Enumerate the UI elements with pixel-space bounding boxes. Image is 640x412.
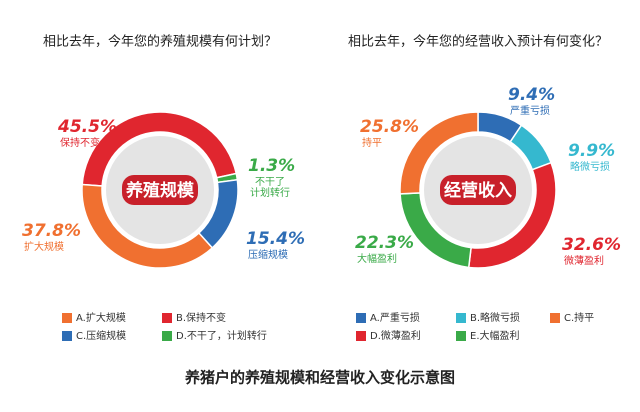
legend-label: C.持平 — [564, 311, 594, 324]
value-label: 1.3% — [248, 156, 296, 176]
legend-swatch — [456, 313, 466, 323]
donut-slice — [399, 111, 479, 195]
category-label: 微薄盈利 — [564, 256, 604, 267]
value-label: 32.6% — [562, 235, 621, 255]
value-label: 22.3% — [355, 233, 414, 253]
legend-swatch — [62, 313, 72, 323]
value-label: 25.8% — [360, 117, 419, 137]
center-badge — [122, 175, 198, 205]
category-label: 严重亏损 — [510, 106, 550, 117]
legend-label: A.严重亏损 — [370, 311, 420, 324]
legend-swatch — [162, 331, 172, 341]
center-label: 养殖规模 — [125, 180, 195, 201]
legend-swatch — [162, 313, 172, 323]
center-label: 经营收入 — [444, 180, 512, 201]
category-label: 略微亏损 — [570, 162, 610, 173]
center-badge — [440, 175, 516, 205]
value-label: 15.4% — [246, 229, 305, 249]
category-label: 大幅盈利 — [357, 254, 397, 265]
legend-label: D.不干了，计划转行 — [176, 329, 267, 342]
legend-swatch — [550, 313, 560, 323]
chart-title: 相比去年，今年您的养殖规模有何计划？ — [43, 34, 277, 50]
category-label: 不干了 计划转行 — [250, 177, 290, 199]
donut-slice — [81, 183, 214, 269]
caption: 养猪户的养殖规模和经营收入变化示意图 — [184, 369, 455, 387]
legend-label: D.微薄盈利 — [370, 329, 421, 342]
legend-label: B.略微亏损 — [470, 311, 520, 324]
legend-swatch — [356, 331, 366, 341]
legend-label: E.大幅盈利 — [470, 329, 520, 342]
legend-swatch — [356, 313, 366, 323]
value-label: 9.9% — [568, 141, 616, 161]
category-label: 持平 — [362, 138, 382, 149]
legend-label: B.保持不变 — [176, 311, 226, 324]
legend-swatch — [456, 331, 466, 341]
legend-label: C.压缩规模 — [76, 329, 126, 342]
category-label: 扩大规模 — [24, 242, 64, 253]
value-label: 37.8% — [22, 221, 81, 241]
category-label: 保持不变 — [60, 138, 100, 149]
legend-swatch — [62, 331, 72, 341]
category-label: 压缩规模 — [248, 250, 288, 261]
chart-title: 相比去年，今年您的经营收入预计有何变化？ — [348, 34, 608, 50]
value-label: 9.4% — [508, 85, 556, 105]
value-label: 45.5% — [58, 117, 117, 137]
legend-label: A.扩大规模 — [76, 311, 126, 324]
